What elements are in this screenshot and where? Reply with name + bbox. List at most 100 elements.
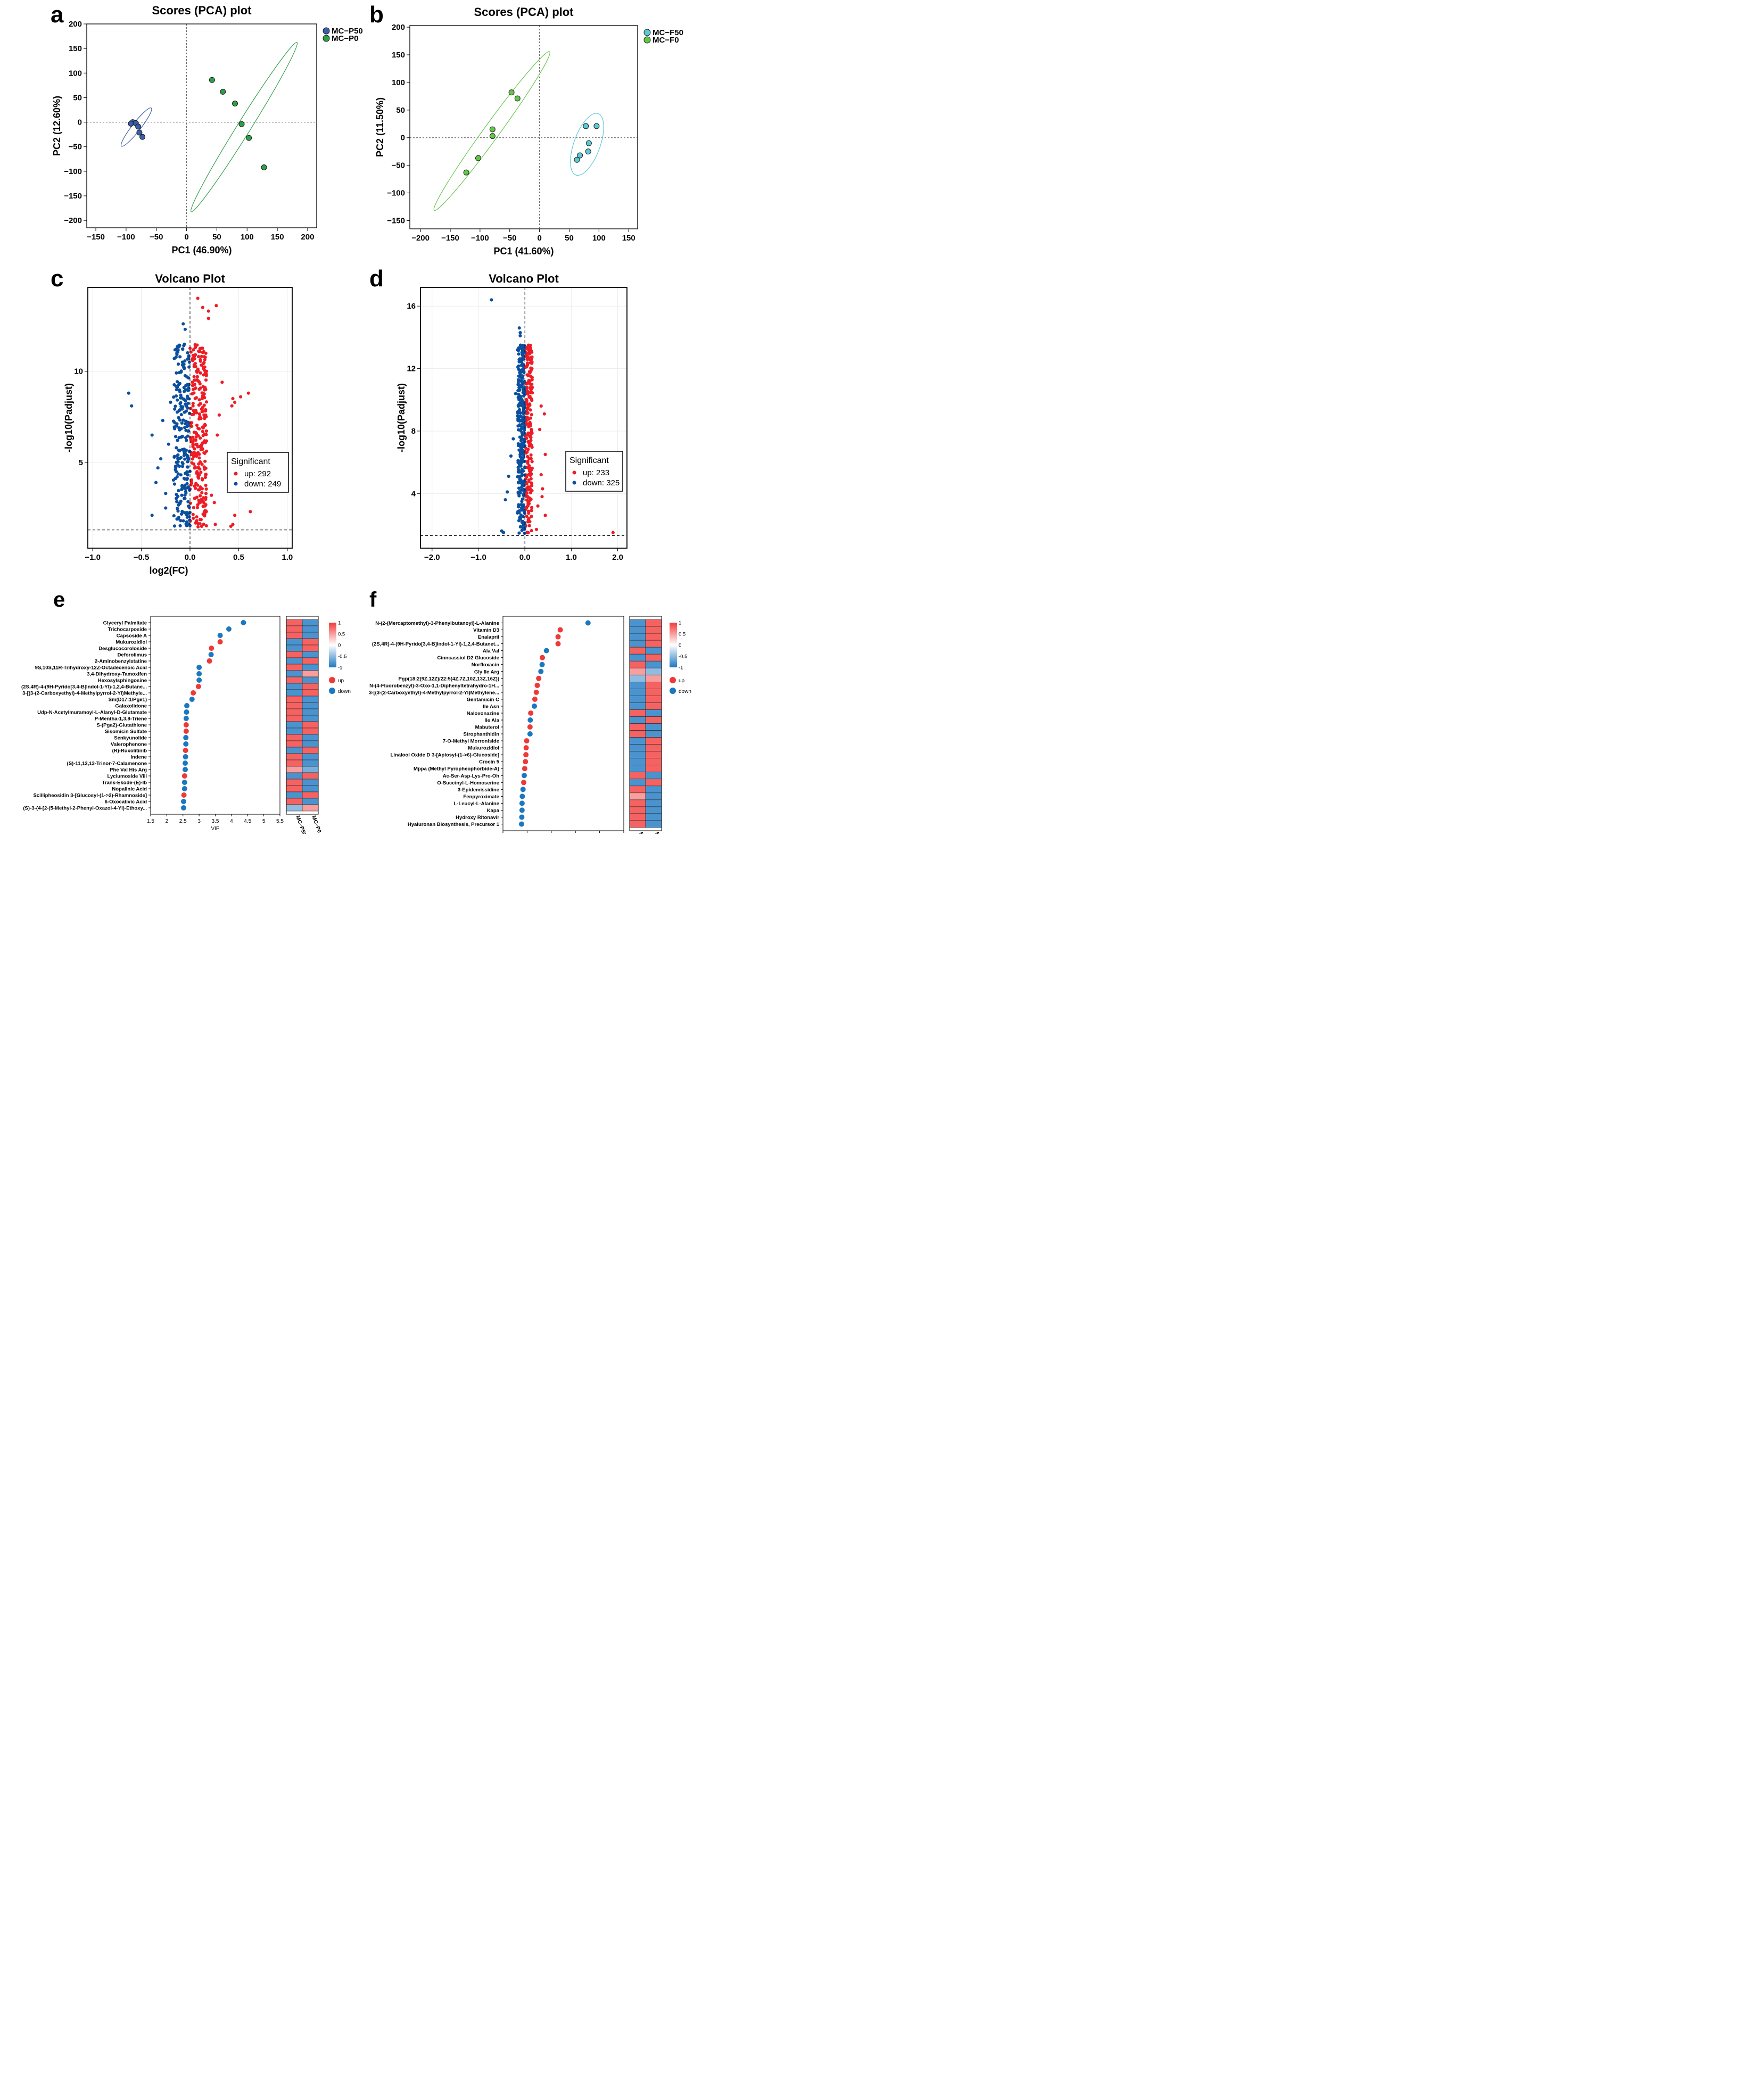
vip-point (532, 703, 538, 709)
down-point (521, 380, 525, 384)
y-tick-label: 100 (392, 78, 405, 87)
down-point (182, 362, 186, 366)
up-point (526, 448, 530, 451)
up-point (539, 404, 543, 408)
sample-point (232, 101, 238, 107)
vip-point (196, 671, 202, 676)
heatmap-cell (629, 813, 646, 821)
down-point (179, 393, 183, 397)
metabolite-label: Indene (130, 755, 147, 760)
up-point (530, 515, 533, 518)
down-point (522, 452, 525, 456)
heatmap-cell (302, 721, 319, 729)
heatmap-cell (302, 676, 319, 684)
down-point (177, 516, 180, 519)
down-point (184, 436, 188, 440)
vip-point (180, 805, 186, 811)
up-point (195, 375, 199, 378)
up-point (527, 391, 531, 394)
heatmap-column-label: MC−F0 (654, 831, 665, 834)
pca-panel-b: Scores (PCA) plot −200 −150 −100 −50 0 50 100 15… (375, 5, 683, 257)
up-point (529, 424, 532, 428)
up-point (188, 501, 192, 505)
up-point (201, 478, 204, 482)
colorbar-tick-label: -1 (338, 665, 342, 671)
vip-point (180, 799, 186, 804)
up-point (197, 387, 201, 391)
vip-point (183, 741, 189, 747)
sample-point (593, 123, 600, 129)
down-point (522, 346, 526, 350)
up-point (203, 475, 208, 479)
x-tick-label: −0.5 (134, 553, 150, 562)
heatmap-cell (629, 640, 646, 648)
vip-point (585, 620, 591, 626)
up-point (530, 443, 533, 447)
down-point (182, 450, 186, 453)
vip-point (183, 748, 188, 753)
down-point (180, 487, 184, 491)
x-tick-label: 50 (565, 234, 574, 243)
up-point (201, 434, 205, 437)
down-point (173, 407, 177, 411)
up-point (203, 365, 207, 369)
up-point (526, 509, 530, 513)
heatmap-cell (302, 670, 319, 677)
down-point (156, 466, 160, 470)
legend-label: MC−F50 (653, 28, 683, 37)
up-point (195, 432, 199, 435)
down-point (516, 365, 520, 369)
up-point (526, 404, 530, 408)
x-tick-label: 0.5 (233, 553, 244, 562)
y-tick-label: −100 (387, 189, 405, 198)
up-point (199, 518, 203, 522)
metabolite-label: Sisomicin Sulfate (105, 729, 147, 735)
heatmap-cell (645, 772, 662, 780)
up-point (201, 346, 204, 350)
metabolite-label: Desglucocoroloside (98, 646, 147, 652)
down-point (179, 427, 183, 431)
y-tick-label: 150 (69, 44, 82, 53)
heatmap-cell (645, 709, 662, 717)
up-point (543, 514, 547, 517)
down-point (186, 500, 190, 503)
metabolite-label: Linalool Oxide D 3-[Apiosyl-(1->6)-Gluco… (390, 753, 499, 758)
down-point (187, 383, 191, 386)
heatmap-cell (629, 737, 646, 745)
up-point (525, 399, 529, 403)
up-point (201, 429, 204, 433)
up-point (203, 355, 207, 359)
sample-point (475, 155, 482, 161)
down-point (186, 460, 189, 464)
sample-point (139, 134, 146, 140)
metabolite-label: Gentamicin C (467, 697, 499, 702)
down-point (183, 497, 186, 500)
heatmap-cell (629, 806, 646, 814)
confidence-ellipse-0 (570, 113, 604, 176)
legend-box (227, 452, 289, 493)
down-point (185, 439, 188, 442)
down-point (172, 383, 176, 387)
heatmap-cell (302, 632, 319, 639)
up-point (246, 391, 250, 395)
down-point (519, 464, 523, 468)
up-point (204, 466, 208, 470)
vip-point (181, 786, 187, 791)
heatmap-cell (302, 753, 319, 760)
heatmap-cell (286, 798, 303, 805)
x-tick-label: 2 (166, 818, 169, 824)
up-point (530, 355, 534, 359)
heatmap-cell (302, 772, 319, 780)
heatmap-cell (286, 657, 303, 665)
heatmap-cell (286, 676, 303, 684)
vip-point (181, 773, 187, 779)
metabolite-label: Mukurozidiol (115, 640, 147, 646)
metabolite-label: Capsoside A (117, 633, 147, 639)
up-point (196, 525, 200, 528)
up-point (526, 440, 530, 443)
panel-letter-a: a (51, 2, 64, 28)
up-point (233, 514, 237, 517)
heatmap-cell (286, 670, 303, 677)
down-point (517, 352, 521, 356)
x-axis-label: VIP (211, 826, 219, 832)
